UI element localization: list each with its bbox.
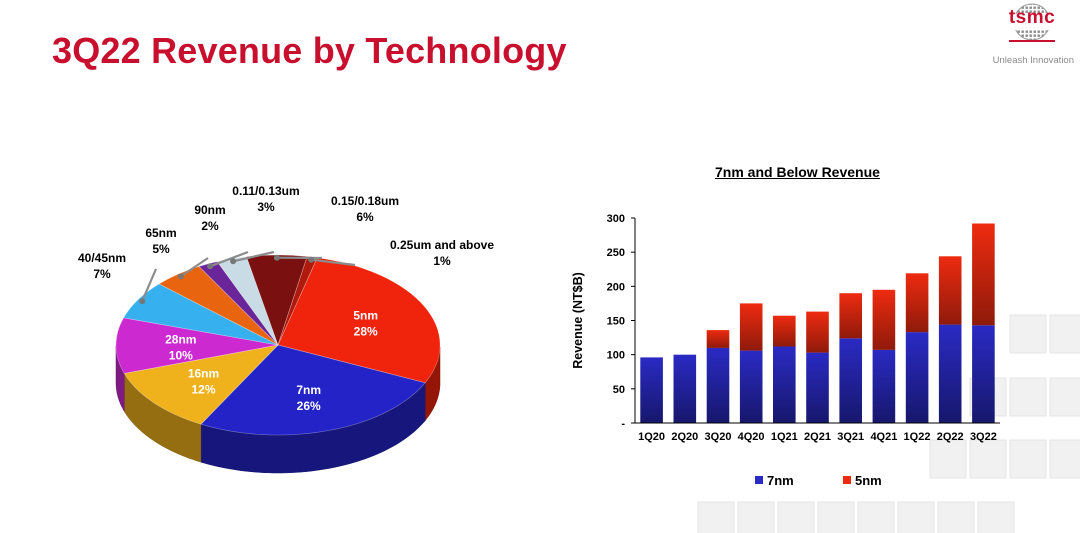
bar-chart-panel: 7nm and Below Revenue - 50 100 150 200 250 300… xyxy=(560,160,1020,500)
bar-5nm-3q21 xyxy=(839,293,862,339)
x-tick-label: 3Q21 xyxy=(837,431,864,443)
tagline: Unleash Innovation xyxy=(992,55,1074,66)
legend-swatch-5nm xyxy=(843,476,851,484)
slide-title: 3Q22 Revenue by Technology xyxy=(52,30,567,71)
logo-text: tsmc xyxy=(1008,7,1056,28)
pie-pct-28nm: 10% xyxy=(169,348,193,362)
bar-5nm-1q21 xyxy=(773,315,796,347)
bar-7nm-1q22 xyxy=(905,332,929,423)
background-tiles xyxy=(697,314,1080,533)
pie-pct-65nm: 5% xyxy=(152,242,170,256)
x-tick-label: 1Q20 xyxy=(638,431,665,443)
x-tick-label: 3Q22 xyxy=(970,431,997,443)
logo-wafer-icon xyxy=(1007,3,1057,42)
pie-pct-0-15-0-18um: 6% xyxy=(356,210,374,224)
bar-7nm-2q21 xyxy=(806,352,829,423)
pie-leader-40-45nm xyxy=(141,268,158,302)
pie-leader-dot-0-25um-and-above xyxy=(308,256,315,263)
bar-5nm-1q22 xyxy=(905,273,929,333)
pie-leader-dot-90nm xyxy=(207,263,214,270)
bar-5nm-2q21 xyxy=(806,311,829,353)
pie-label-65nm: 65nm xyxy=(145,226,176,240)
pie-leader-65nm xyxy=(180,257,209,278)
pie-chart: 5nm 28% 7nm 26% 16nm 12% 28nm 10% 40/45nm 7% 65nm 5… xyxy=(78,184,494,474)
pie-label-16nm: 16nm xyxy=(188,367,219,381)
pie-label-28nm: 28nm xyxy=(165,332,196,346)
pie-slice-90nm xyxy=(198,261,279,346)
pie-pct-40-45nm: 7% xyxy=(93,267,111,281)
bar-5nm-4q20 xyxy=(739,303,763,351)
legend-label-7nm: 7nm xyxy=(767,473,794,488)
pie-leader-0-11-0-13um xyxy=(232,250,275,263)
y-tick-label: 50 xyxy=(613,384,625,396)
bar-legend: 7nm 5nm xyxy=(755,473,882,488)
bar-7nm-3q20 xyxy=(706,347,730,423)
pie-slices xyxy=(115,254,441,436)
pie-leader-0-25um-and-above xyxy=(311,258,356,267)
pie-pct-0-25um-and-above: 1% xyxy=(433,254,451,268)
x-tick-label: 1Q21 xyxy=(771,431,798,443)
pie-depth xyxy=(115,345,441,474)
pie-leader-dot-40-45nm xyxy=(139,298,146,305)
bar-7nm-2q20 xyxy=(673,354,697,423)
pie-label-5nm: 5nm xyxy=(353,309,378,323)
y-tick-label: 250 xyxy=(607,247,625,259)
bar-7nm-3q21 xyxy=(839,338,862,423)
pie-pct-0-11-0-13um: 3% xyxy=(257,200,275,214)
pie-pct-5nm: 28% xyxy=(354,325,378,339)
tsmc-logo: tsmc Unleash Innovation xyxy=(985,2,1080,66)
pie-leader-90nm xyxy=(209,250,249,268)
y-tick-label: 150 xyxy=(607,316,625,328)
pie-pct-16nm: 12% xyxy=(191,383,215,397)
pie-label-0-11-0-13um: 0.11/0.13um xyxy=(232,184,299,198)
bar-7nm-4q21 xyxy=(872,349,896,423)
pie-slice-40-45nm xyxy=(123,283,279,346)
bar-5nm-3q22 xyxy=(972,223,995,326)
pie-pct-7nm: 26% xyxy=(297,399,321,413)
pie-labels: 5nm 28% 7nm 26% 16nm 12% 28nm 10% 40/45nm 7% 65nm 5… xyxy=(78,184,494,413)
bar-chart: - 50 100 150 200 250 300 Revenue (NT$B) 1Q20 2Q20… xyxy=(571,213,1000,488)
bar-5nm-4q21 xyxy=(872,289,896,350)
bar-7nm-1q21 xyxy=(773,346,796,423)
bar-7nm-4q20 xyxy=(739,350,763,423)
pie-pct-90nm: 2% xyxy=(201,219,219,233)
legend-label-5nm: 5nm xyxy=(855,473,882,488)
pie-label-7nm: 7nm xyxy=(296,383,321,397)
pie-label-90nm: 90nm xyxy=(194,203,225,217)
pie-slice-16nm xyxy=(123,344,280,425)
bar-7nm-1q20 xyxy=(640,357,663,423)
pie-slice-65nm xyxy=(158,266,279,346)
pie-label-40-45nm: 40/45nm xyxy=(78,251,126,265)
x-tick-label: 1Q22 xyxy=(904,431,931,443)
bar-chart-title: 7nm and Below Revenue xyxy=(715,164,880,180)
y-tick-label: 100 xyxy=(607,350,625,362)
x-tick-label: 4Q20 xyxy=(738,431,765,443)
bar-5nm-3q20 xyxy=(706,330,730,348)
pie-leader-dot-0-11-0-13um xyxy=(230,258,237,265)
x-tick-label: 2Q21 xyxy=(804,431,831,443)
x-tick-label: 2Q22 xyxy=(937,431,964,443)
y-axis-label: Revenue (NT$B) xyxy=(571,272,585,369)
x-tick-label: 3Q20 xyxy=(705,431,732,443)
pie-label-0-15-0-18um: 0.15/0.18um xyxy=(331,194,399,208)
pie-leader-dot-0-15-0-18um xyxy=(273,254,280,261)
legend-swatch-7nm xyxy=(755,476,763,484)
bar-5nm-2q22 xyxy=(938,256,962,325)
bar-7nm-3q22 xyxy=(972,325,995,423)
y-tick-label: 300 xyxy=(607,213,625,225)
y-tick-label: 200 xyxy=(607,281,625,293)
x-tick-label: 2Q20 xyxy=(671,431,698,443)
bar-7nm-2q22 xyxy=(938,324,962,423)
pie-side-28nm xyxy=(115,345,125,413)
x-tick-label: 4Q21 xyxy=(870,431,897,443)
pie-label-0-25um-and-above: 0.25um and above xyxy=(390,238,494,252)
pie-leader-dot-65nm xyxy=(177,273,184,280)
bars xyxy=(640,223,995,423)
pie-slice-28nm xyxy=(115,317,279,374)
y-tick-label: - xyxy=(621,418,625,430)
pie-slice-7nm xyxy=(200,344,426,436)
